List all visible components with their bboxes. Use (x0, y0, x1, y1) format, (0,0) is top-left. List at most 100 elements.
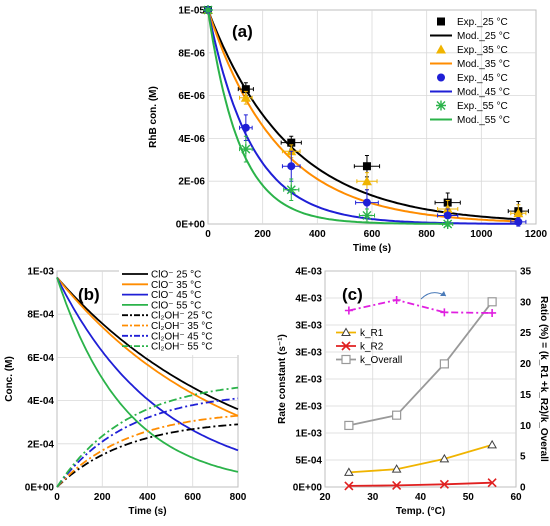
data-point (287, 162, 296, 171)
concentration-curve (56, 414, 239, 488)
concentration-curve (56, 423, 239, 488)
data-point (240, 92, 251, 102)
data-point (392, 480, 402, 490)
legend-label: ClO⁻ 45 °C (151, 290, 201, 301)
x-tick-label: 800 (418, 229, 435, 240)
y-tick-label: 2E-03 (295, 375, 322, 386)
y-tick-label: 5E-04 (295, 456, 322, 467)
y-tick-label: 3E-03 (295, 348, 322, 359)
data-point (488, 308, 497, 317)
legend-label: Mod._25 °C (457, 31, 510, 42)
data-point (440, 308, 449, 317)
x-tick-label: 40 (415, 492, 427, 503)
legend-marker (341, 354, 351, 365)
y-tick-label: 4E-06 (178, 134, 205, 145)
y-tick-label: 1E-03 (295, 429, 322, 440)
y-tick-label: 2E-06 (178, 177, 205, 188)
legend-label: Cl₂OH⁻ 35 °C (151, 321, 213, 332)
model-curve (207, 9, 519, 225)
y-tick-label: 4E-04 (27, 396, 54, 407)
x-tick-label: 200 (254, 229, 271, 240)
x-tick-label: 20 (319, 492, 331, 503)
data-point (391, 464, 402, 473)
legend-label: Cl₂OH⁻ 25 °C (151, 311, 213, 322)
legend-label: ClO⁻ 25 °C (151, 270, 201, 281)
legend-label: Exp._25 °C (457, 17, 508, 28)
legend-label: Mod._55 °C (457, 115, 510, 126)
data-point (487, 439, 497, 449)
data-point (240, 144, 251, 155)
y-tick-label: 0E+00 (293, 483, 323, 494)
panel-c: 20 30 40 50 600E+005E-041E-032E-032E-033E-03… (277, 267, 549, 518)
legend-marker (436, 100, 446, 111)
data-point (361, 176, 372, 186)
legend-label: k_Overall (360, 355, 402, 366)
data-point (344, 420, 354, 431)
data-point (442, 219, 453, 229)
legend-label: Mod._45 °C (457, 87, 510, 98)
panel-label: (a) (232, 22, 253, 41)
y2-tick-label: 30 (520, 297, 532, 308)
x-tick-label: 50 (463, 492, 475, 503)
y-tick-label: 1E-03 (27, 267, 54, 278)
x-tick-label: 0 (205, 229, 211, 240)
data-point (487, 478, 497, 488)
data-point (514, 217, 523, 226)
concentration-curve (56, 397, 239, 488)
panel-label: (c) (342, 285, 363, 304)
data-point (439, 359, 449, 369)
model-curve (207, 9, 519, 221)
y-tick-label: 8E-06 (178, 48, 205, 59)
data-point (443, 211, 452, 220)
legend-label: k_R2 (360, 342, 384, 353)
y-tick-label: 6E-06 (178, 91, 205, 102)
arrow-head (440, 291, 446, 296)
data-point (487, 297, 497, 307)
x-tick-label: 30 (367, 492, 379, 503)
series-line (348, 481, 493, 487)
legend-marker (436, 44, 446, 54)
data-point (361, 210, 372, 221)
y2-tick-label: 5 (520, 452, 526, 463)
data-point (392, 296, 401, 305)
data-point (241, 123, 250, 132)
data-point (344, 306, 353, 315)
model-curve (207, 9, 448, 225)
x-tick-label: 200 (94, 492, 111, 503)
y-tick-label: 0E+00 (25, 483, 55, 494)
legend-label: Cl₂OH⁻ 45 °C (151, 331, 213, 342)
y-axis-label: Rate constant (s⁻¹) (277, 334, 288, 424)
data-point (439, 479, 449, 489)
series-line (348, 301, 493, 427)
concentration-curve (56, 276, 239, 411)
x-tick-label: 0 (54, 492, 60, 503)
y-tick-label: 0E+00 (176, 220, 206, 231)
legend-marker (437, 73, 445, 82)
data-point (392, 410, 402, 420)
y2-tick-label: 0 (520, 483, 526, 494)
y-tick-label: 4E-03 (295, 294, 322, 305)
x-tick-label: 1200 (525, 229, 548, 240)
series-line (348, 444, 493, 474)
legend-box (119, 269, 239, 355)
legend-label: Mod._35 °C (457, 59, 510, 70)
x-axis-label: Temp. (°C) (396, 506, 445, 517)
legend-label: Exp._45 °C (457, 73, 508, 84)
model-curve (207, 9, 519, 223)
legend-marker (341, 327, 351, 336)
data-point (203, 5, 213, 15)
y2-tick-label: 15 (520, 390, 532, 401)
data-point (286, 184, 297, 195)
y-axis-label: RhB con. (M) (148, 86, 159, 148)
data-point (344, 481, 354, 491)
x-tick-label: 400 (309, 229, 326, 240)
y-tick-label: 4E-03 (295, 267, 322, 278)
panel-b: 0 200 400 600 800 0E+00 2E-04 4E-04 6E-04 8E-04 1E… (4, 267, 247, 518)
data-point (439, 453, 450, 463)
y2-tick-label: 35 (520, 267, 532, 278)
x-tick-label: 400 (139, 492, 156, 503)
data-point (513, 208, 524, 218)
y2-tick-label: 25 (520, 328, 532, 339)
x-tick-label: 600 (184, 492, 201, 503)
